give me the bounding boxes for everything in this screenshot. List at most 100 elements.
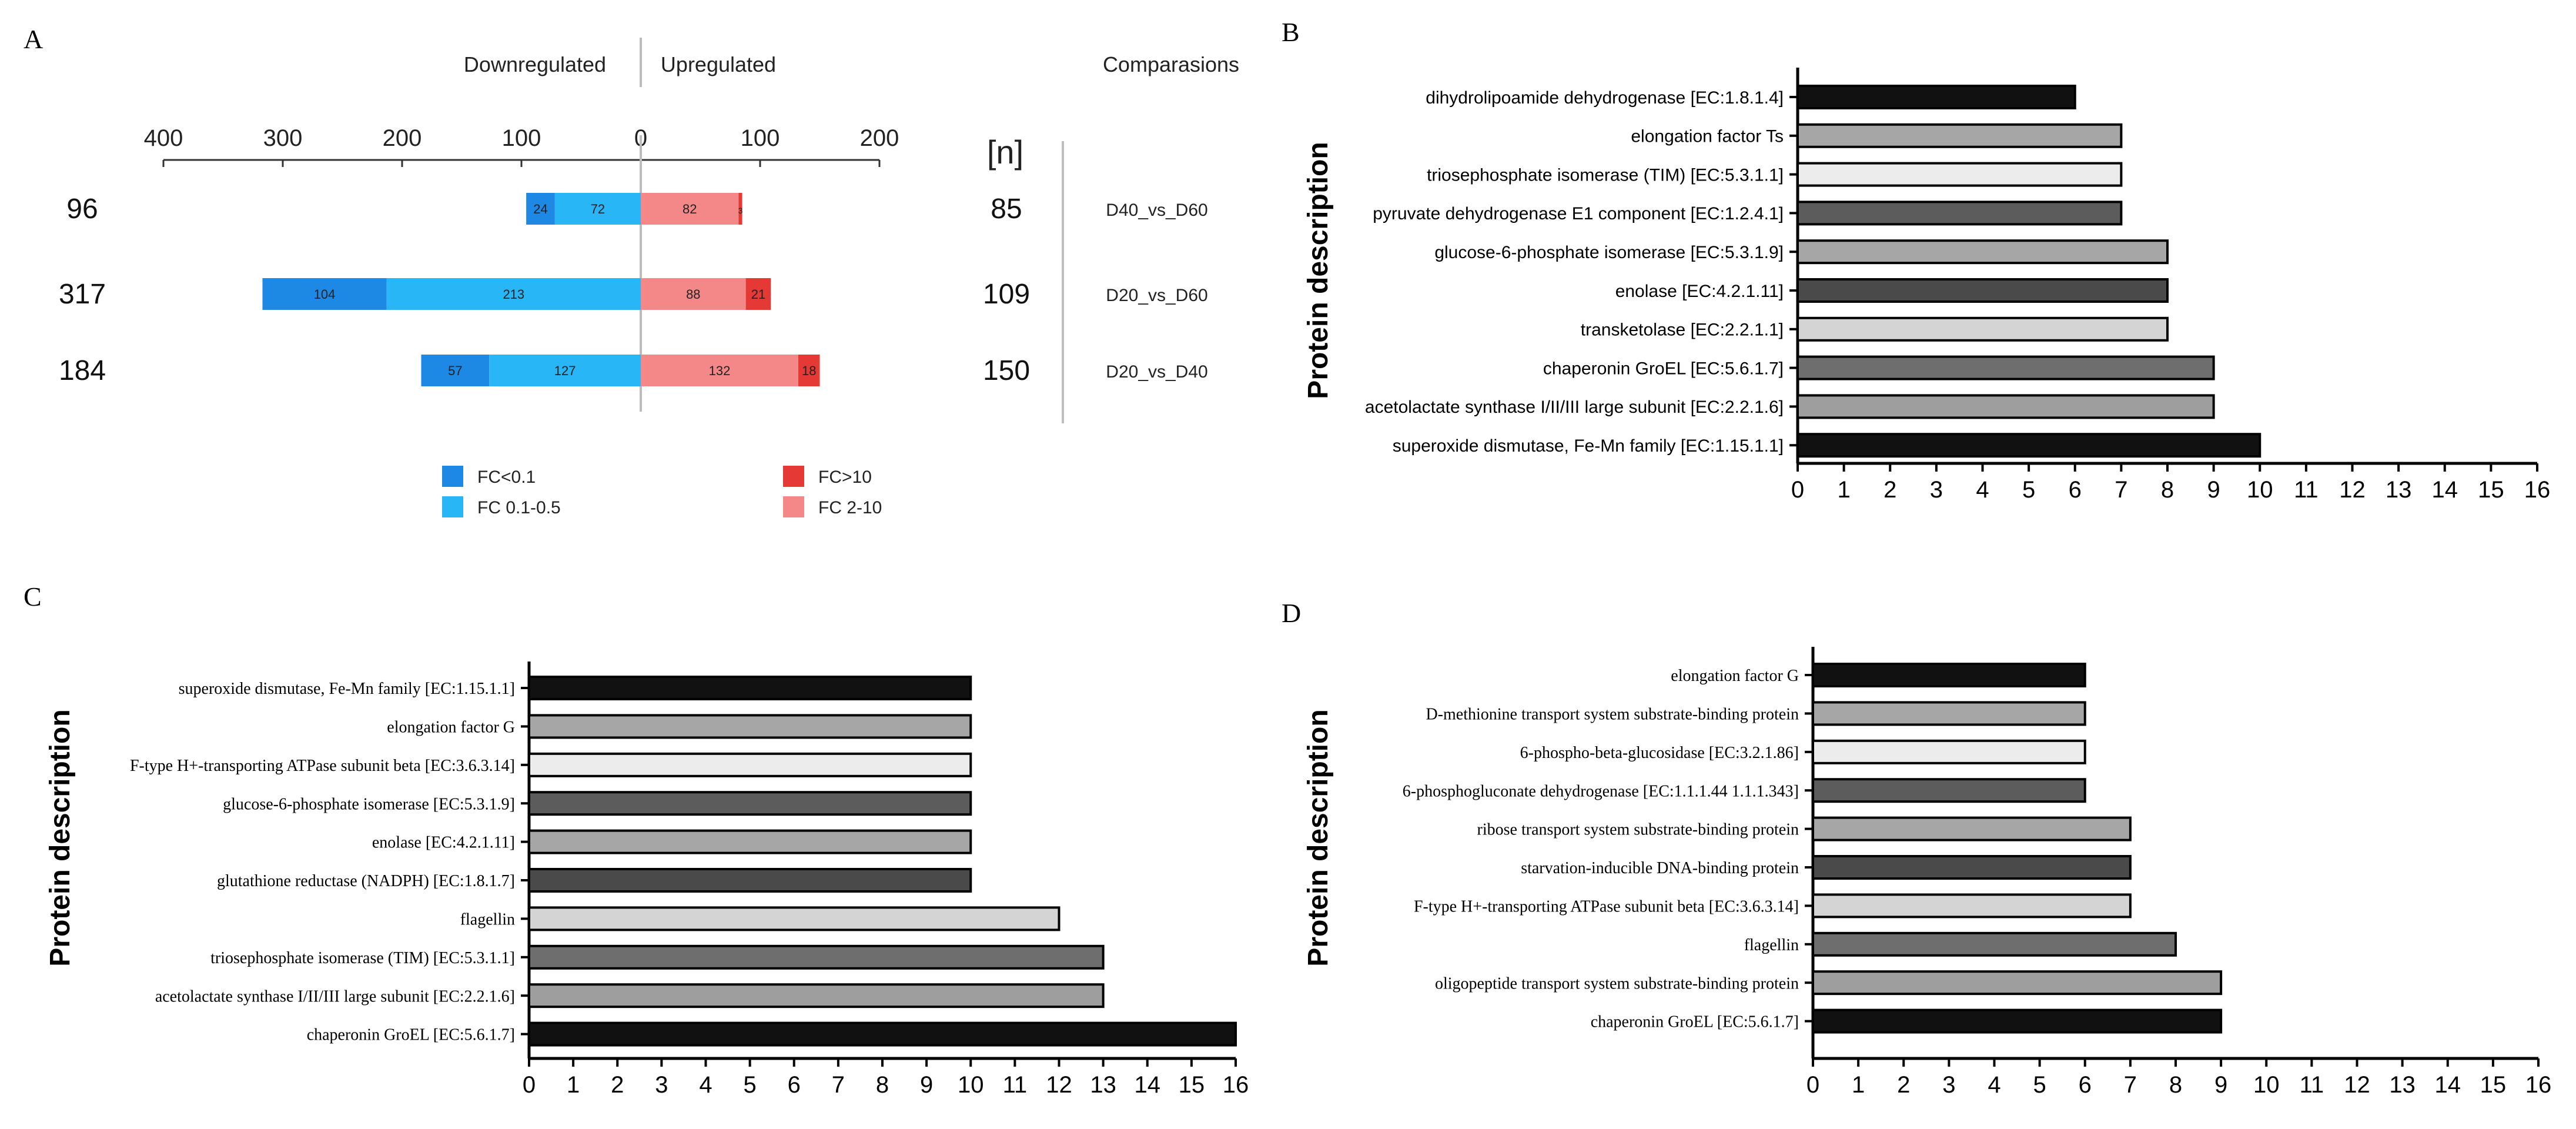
segment-label: 88	[686, 287, 700, 302]
panel-c-ylabel: Protein description	[45, 709, 76, 966]
bar	[1812, 663, 2086, 687]
down-total: 184	[59, 355, 106, 386]
segment-label: 127	[554, 363, 576, 378]
bar	[528, 868, 972, 893]
panel-letter-b: B	[1282, 17, 1300, 47]
x-tick-label: 16	[1223, 1072, 1249, 1098]
bar	[528, 983, 1105, 1008]
x-tick-label: 11	[2294, 477, 2319, 503]
bar	[1796, 123, 2123, 148]
panel-a-tick-label: 300	[263, 125, 303, 151]
bar-label: oligopeptide transport system substrate-…	[1435, 974, 1799, 993]
x-tick-label: 16	[2524, 477, 2551, 503]
x-tick-label: 8	[876, 1072, 889, 1098]
x-tick-label: 9	[2207, 477, 2220, 503]
bar	[1796, 85, 2076, 109]
x-tick-label: 8	[2161, 477, 2174, 503]
x-tick-label: 11	[1003, 1072, 1028, 1098]
panel-c-bar-chart: Protein description 0 1 2 3 4 5 6 7 8 9 10 11 12 13 14…	[45, 662, 1249, 1098]
bar	[528, 829, 972, 854]
x-tick-label: 0	[1806, 1072, 1819, 1098]
bar-label: F-type H+-transporting ATPase subunit be…	[130, 757, 515, 775]
bar-label: chaperonin GroEL [EC:5.6.1.7]	[1543, 359, 1784, 378]
comparison-label: D40_vs_D60	[1106, 201, 1207, 220]
panel-letter-d: D	[1282, 598, 1301, 628]
legend-label: FC 0.1-0.5	[477, 498, 561, 517]
segment-label: 213	[503, 287, 524, 302]
bar	[1796, 201, 2123, 226]
x-tick-label: 9	[2214, 1072, 2227, 1098]
x-tick-label: 8	[2169, 1072, 2182, 1098]
x-tick-label: 5	[2022, 477, 2035, 503]
bar-label: acetolactate synthase I/II/III large sub…	[155, 987, 515, 1006]
x-tick-label: 4	[1976, 477, 1989, 503]
downregulated-header: Downregulated	[464, 52, 606, 76]
legend-swatch	[783, 496, 804, 517]
down-total: 317	[59, 279, 106, 310]
legend-swatch	[442, 496, 463, 517]
x-tick-label: 13	[1090, 1072, 1116, 1098]
bar	[1812, 701, 2086, 726]
bar	[1812, 893, 2132, 918]
bar	[1812, 931, 2177, 957]
x-tick-label: 3	[1942, 1072, 1955, 1098]
x-tick-label: 15	[2478, 477, 2504, 503]
bar-down-fc-lt-0-1	[262, 278, 387, 310]
panel-a-diverging-chart: Downregulated Upregulated Comparasions […	[59, 38, 1239, 517]
bar	[528, 676, 972, 700]
x-tick-label: 6	[2069, 477, 2082, 503]
x-tick-label: 14	[2435, 1072, 2461, 1098]
bar-label: elongation factor Ts	[1631, 127, 1784, 146]
x-tick-label: 2	[1884, 477, 1896, 503]
bar	[528, 791, 972, 816]
bar	[1796, 394, 2215, 419]
bar-label: enolase [EC:4.2.1.11]	[372, 834, 515, 852]
legend-label: FC<0.1	[477, 467, 536, 487]
upregulated-header: Upregulated	[661, 52, 776, 76]
bar-label: chaperonin GroEL [EC:5.6.1.7]	[307, 1026, 515, 1044]
x-tick-label: 4	[1988, 1072, 2000, 1098]
bar	[1796, 316, 2169, 342]
comparison-label: D20_vs_D40	[1106, 362, 1207, 382]
x-tick-label: 6	[788, 1072, 801, 1098]
panel-a-tick-label: 100	[741, 125, 780, 151]
bar-up-fc-gt-10	[738, 193, 742, 225]
segment-label: 82	[683, 202, 697, 216]
panel-b-bar-chart: Protein description 0 1 2 3 4 5 6 7 8 9 10 11 12 13 14…	[1303, 68, 2550, 503]
x-tick-label: 7	[832, 1072, 845, 1098]
bar-label: triosephosphate isomerase (TIM) [EC:5.3.…	[210, 949, 515, 967]
comparison-label: D20_vs_D60	[1106, 286, 1207, 305]
bar-label: chaperonin GroEL [EC:5.6.1.7]	[1591, 1013, 1799, 1031]
bar-down-fc-lt-0-1	[526, 193, 555, 225]
bar	[528, 752, 972, 777]
x-tick-label: 6	[2079, 1072, 2092, 1098]
segment-label: 18	[802, 363, 816, 378]
bar-label: enolase [EC:4.2.1.11]	[1615, 282, 1784, 301]
bar-up-fc-2-10	[641, 355, 798, 386]
bar	[528, 1021, 1237, 1047]
bar	[1796, 433, 2261, 458]
bar-up-fc-gt-10	[745, 278, 771, 310]
bar-up-fc-gt-10	[798, 355, 820, 386]
n-label: [n]	[987, 133, 1023, 171]
bar-label: superoxide dismutase, Fe-Mn family [EC:1…	[179, 680, 515, 698]
x-tick-label: 10	[2247, 477, 2273, 503]
bar	[1812, 739, 2086, 764]
x-tick-label: 13	[2386, 477, 2412, 503]
bar-label: 6-phosphogluconate dehydrogenase [EC:1.1…	[1403, 782, 1799, 800]
x-tick-label: 10	[958, 1072, 984, 1098]
x-tick-label: 12	[1046, 1072, 1072, 1098]
x-tick-label: 15	[2480, 1072, 2507, 1098]
x-tick-label: 4	[699, 1072, 712, 1098]
bar-label: flagellin	[1744, 936, 1799, 954]
down-total: 96	[66, 193, 98, 225]
legend-label: FC>10	[818, 467, 872, 487]
up-total: 150	[983, 355, 1030, 386]
bar-label: starvation-inducible DNA-binding protein	[1521, 859, 1799, 877]
bar-label: elongation factor G	[387, 718, 515, 736]
up-total: 85	[991, 193, 1022, 225]
bar-label: glutathione reductase (NADPH) [EC:1.8.1.…	[217, 872, 515, 890]
bar	[1796, 355, 2215, 380]
bar-label: dihydrolipoamide dehydrogenase [EC:1.8.1…	[1426, 88, 1784, 108]
x-tick-label: 9	[920, 1072, 933, 1098]
